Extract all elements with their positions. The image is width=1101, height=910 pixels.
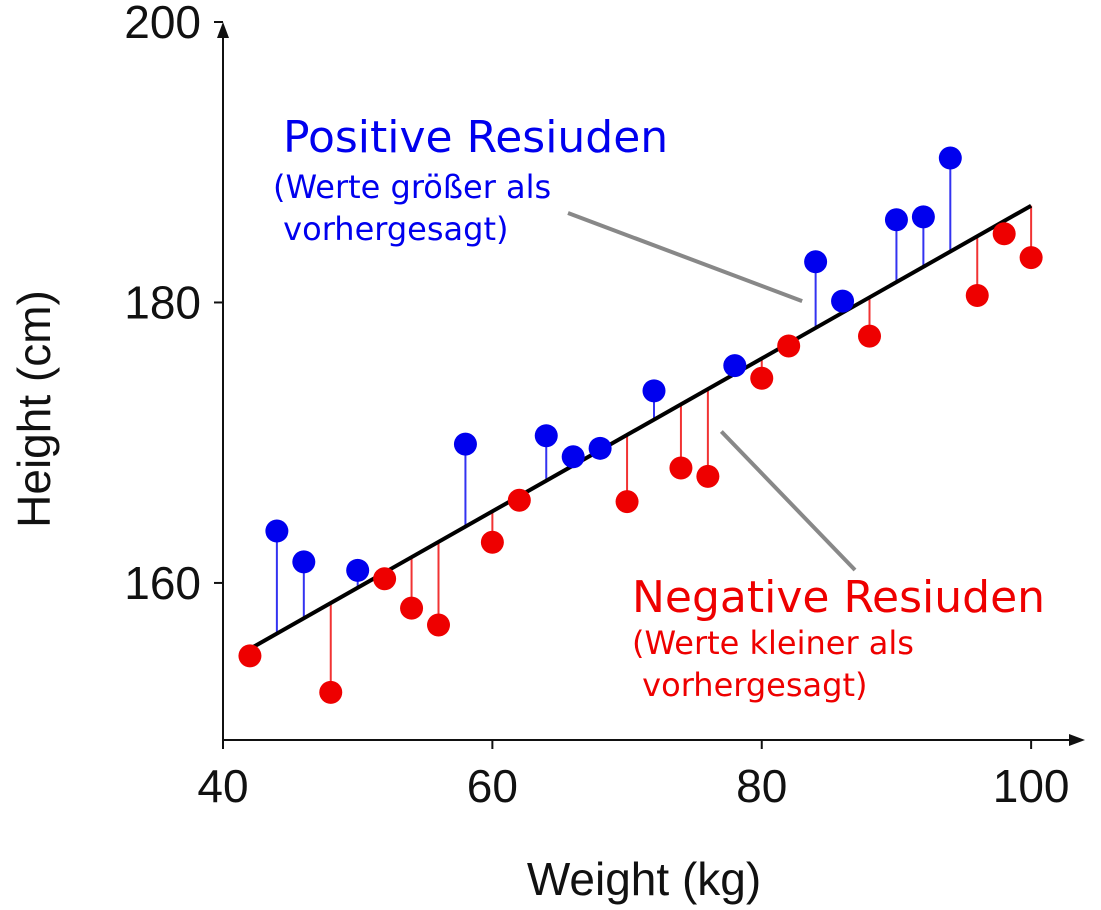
data-points bbox=[238, 146, 1043, 704]
data-point bbox=[750, 366, 774, 390]
annotation-title: Negative Resiuden bbox=[632, 572, 1045, 623]
y-axis-arrow bbox=[217, 22, 229, 38]
data-point bbox=[911, 205, 935, 229]
annotation-negative-residuals: Negative Resiuden (Werte kleiner als vor… bbox=[632, 572, 1045, 704]
annotation-subtitle-line: (Werte größer als bbox=[273, 168, 551, 206]
data-point bbox=[696, 464, 720, 488]
data-point bbox=[480, 530, 504, 554]
data-point bbox=[992, 222, 1016, 246]
y-ticks: 160 180 200 bbox=[124, 0, 223, 609]
y-axis-label: Height (cm) bbox=[8, 290, 60, 528]
x-tick-label: 40 bbox=[197, 760, 248, 812]
data-point bbox=[400, 596, 424, 620]
y-tick-label: 180 bbox=[124, 276, 201, 328]
annotation-subtitle-line: vorhergesagt) bbox=[273, 210, 508, 248]
data-point bbox=[265, 519, 289, 543]
data-point bbox=[1019, 246, 1043, 270]
annotation-title: Positive Resiuden bbox=[283, 112, 668, 163]
data-point bbox=[965, 283, 989, 307]
data-point bbox=[238, 644, 262, 668]
data-point bbox=[615, 490, 639, 514]
data-point bbox=[884, 208, 908, 232]
data-point bbox=[831, 289, 855, 313]
y-tick-label: 200 bbox=[124, 0, 201, 48]
annotation-positive-residuals: Positive Resiuden (Werte größer als vorh… bbox=[273, 112, 668, 248]
annotation-pointer bbox=[719, 430, 857, 572]
data-point bbox=[669, 456, 693, 480]
data-point bbox=[804, 250, 828, 274]
data-point bbox=[373, 567, 397, 591]
data-point bbox=[292, 550, 316, 574]
data-point bbox=[723, 354, 747, 378]
data-point bbox=[534, 424, 558, 448]
data-point bbox=[642, 379, 666, 403]
data-point bbox=[938, 146, 962, 170]
annotation-pointers bbox=[567, 211, 857, 572]
x-tick-label: 60 bbox=[467, 760, 518, 812]
data-point bbox=[777, 334, 801, 358]
data-point bbox=[453, 432, 477, 456]
x-tick-label: 80 bbox=[736, 760, 787, 812]
annotation-pointer bbox=[567, 211, 803, 303]
data-point bbox=[507, 488, 531, 512]
x-axis-label: Weight (kg) bbox=[527, 853, 761, 905]
y-tick-label: 160 bbox=[124, 557, 201, 609]
x-axis-arrow bbox=[1069, 734, 1085, 746]
x-tick-label: 100 bbox=[993, 760, 1070, 812]
data-point bbox=[346, 558, 370, 582]
annotation-subtitle-line: vorhergesagt) bbox=[632, 666, 867, 704]
data-point bbox=[561, 445, 585, 469]
annotation-subtitle-line: (Werte kleiner als bbox=[632, 624, 914, 662]
data-point bbox=[427, 613, 450, 637]
data-point bbox=[858, 324, 881, 348]
x-ticks: 40 60 80 100 bbox=[197, 740, 1070, 812]
data-point bbox=[588, 436, 612, 460]
axes bbox=[217, 22, 1085, 746]
residual-lines bbox=[248, 158, 1033, 693]
data-point bbox=[319, 680, 343, 704]
